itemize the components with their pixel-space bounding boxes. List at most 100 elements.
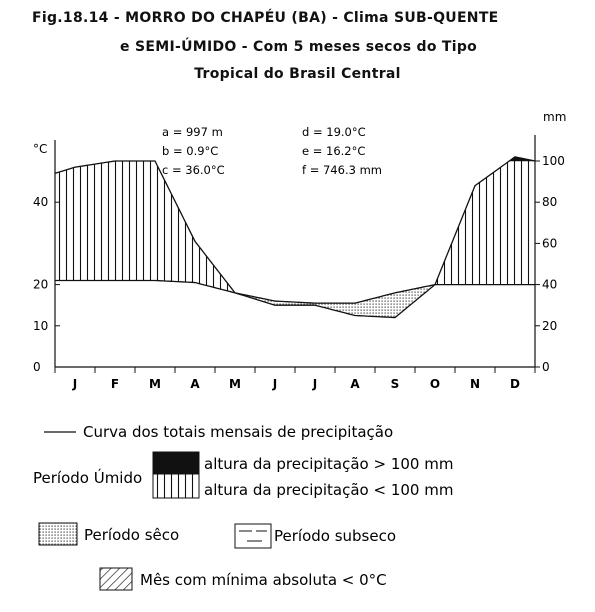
humid-area-strip (207, 256, 209, 287)
dry-area-strip (327, 303, 329, 309)
humid-area-strip (85, 165, 87, 281)
humid-area-strip (163, 177, 165, 281)
humid-area-strip (111, 161, 113, 281)
humid-area-strip (191, 233, 193, 283)
dry-area-strip (289, 301, 291, 306)
left-tick-label: 20 (33, 278, 48, 292)
legend-precip-curve: Curva dos totais mensais de precipitação (83, 423, 393, 441)
humid-area-strip (515, 161, 516, 285)
right-tick-label: 80 (542, 195, 557, 209)
humid-area-strip (223, 277, 225, 291)
dry-area-strip (357, 302, 359, 316)
humid-area-strip (197, 243, 199, 284)
humid-area-strip (73, 167, 74, 281)
humid-area-strip (533, 161, 534, 285)
dry-area-strip (363, 300, 365, 317)
dry-area-strip (419, 287, 421, 298)
humid-area-strip (217, 269, 219, 289)
humid-area-strip (491, 172, 493, 285)
month-label: M (149, 377, 161, 391)
humid-area-strip (495, 169, 497, 285)
dry-area-strip (395, 292, 397, 318)
left-tick-label: 40 (33, 195, 48, 209)
humid-area-strip (205, 254, 207, 286)
humid-area-strip (481, 179, 483, 285)
humid-area-strip (521, 161, 522, 285)
humid-area-strip (189, 229, 191, 283)
humid-area-strip (529, 161, 530, 285)
dry-area-strip (295, 302, 297, 306)
humid-area-strip (185, 221, 187, 283)
humid-area-strip (507, 161, 509, 285)
right-tick-label: 40 (542, 278, 557, 292)
humid-area-strip (525, 161, 526, 285)
humid-area-strip (483, 178, 485, 285)
humid-area-strip (127, 161, 129, 281)
humid-area-strip (93, 164, 95, 281)
humid-area-strip (69, 168, 70, 281)
legend-dry-period: Período sêco (84, 526, 179, 544)
humid-area-strip (219, 272, 221, 290)
dry-area-strip (371, 298, 373, 317)
dry-area-strip (385, 294, 387, 318)
month-label: M (229, 377, 241, 391)
humid-area-strip (68, 169, 69, 281)
humid-area-strip (141, 161, 143, 281)
humid-area-strip (159, 169, 161, 281)
humid-area-strip (443, 259, 445, 285)
figure-title-line-1: Fig.18.14 - MORRO DO CHAPÉU (BA) - Clima… (32, 10, 499, 26)
dry-area-strip (377, 296, 379, 317)
humid-area-strip (501, 165, 503, 285)
humid-area-strip (103, 162, 105, 281)
humid-area-strip (70, 168, 71, 281)
legend-swatch-subdry (234, 523, 272, 549)
right-axis-unit: mm (543, 110, 566, 124)
humid-area-strip (449, 245, 451, 285)
dry-area-strip (277, 301, 279, 306)
humid-area-strip (475, 184, 477, 285)
humid-area-strip (509, 161, 511, 285)
humid-area-strip (175, 201, 177, 282)
humid-area-strip (113, 161, 115, 281)
humid-area-strip (173, 197, 175, 282)
dry-area-strip (349, 303, 351, 315)
humid-area-strip (74, 167, 75, 281)
humid-area-strip (473, 185, 475, 285)
dry-area-strip (411, 289, 413, 305)
humid-area-strip (485, 177, 487, 285)
humid-area-strip (203, 251, 205, 286)
right-tick-label: 100 (542, 154, 565, 168)
humid-area-strip (209, 259, 211, 287)
figure-title-line-2: e SEMI-ÚMIDO - Com 5 meses secos do Tipo (120, 39, 478, 55)
legend-subdry-period: Período subseco (274, 527, 396, 545)
dry-area-strip (333, 303, 335, 311)
humid-area-strip (135, 161, 137, 281)
dry-area-strip (379, 296, 381, 317)
dry-area-strip (337, 303, 339, 312)
dry-area-strip (367, 299, 369, 317)
humid-area-strip (505, 162, 507, 285)
station-a: a = 997 m (162, 125, 223, 139)
humid-area-strip (169, 189, 171, 282)
dry-area-strip (375, 297, 377, 317)
dry-area-strip (401, 291, 403, 313)
dry-area-strip (285, 301, 287, 306)
dry-area-strip (291, 301, 293, 306)
humid-area-strip (119, 161, 121, 281)
dry-area-strip (413, 288, 415, 303)
humid-area-strip (518, 161, 519, 285)
humid-area-strip (523, 161, 524, 285)
humid-area-strip (463, 210, 465, 285)
humid-area-strip (465, 205, 467, 285)
humid-area-strip (457, 225, 459, 285)
precipitation-curve (54, 156, 536, 319)
dry-area-strip (393, 292, 395, 318)
humid-area-strip (520, 161, 521, 285)
humid-area-strip (95, 163, 97, 281)
humid-area-strip (139, 161, 141, 281)
humid-area-strip (145, 161, 147, 281)
humid-area-strip (516, 161, 517, 285)
month-label: D (510, 377, 520, 391)
humid-area-strip (75, 166, 77, 281)
